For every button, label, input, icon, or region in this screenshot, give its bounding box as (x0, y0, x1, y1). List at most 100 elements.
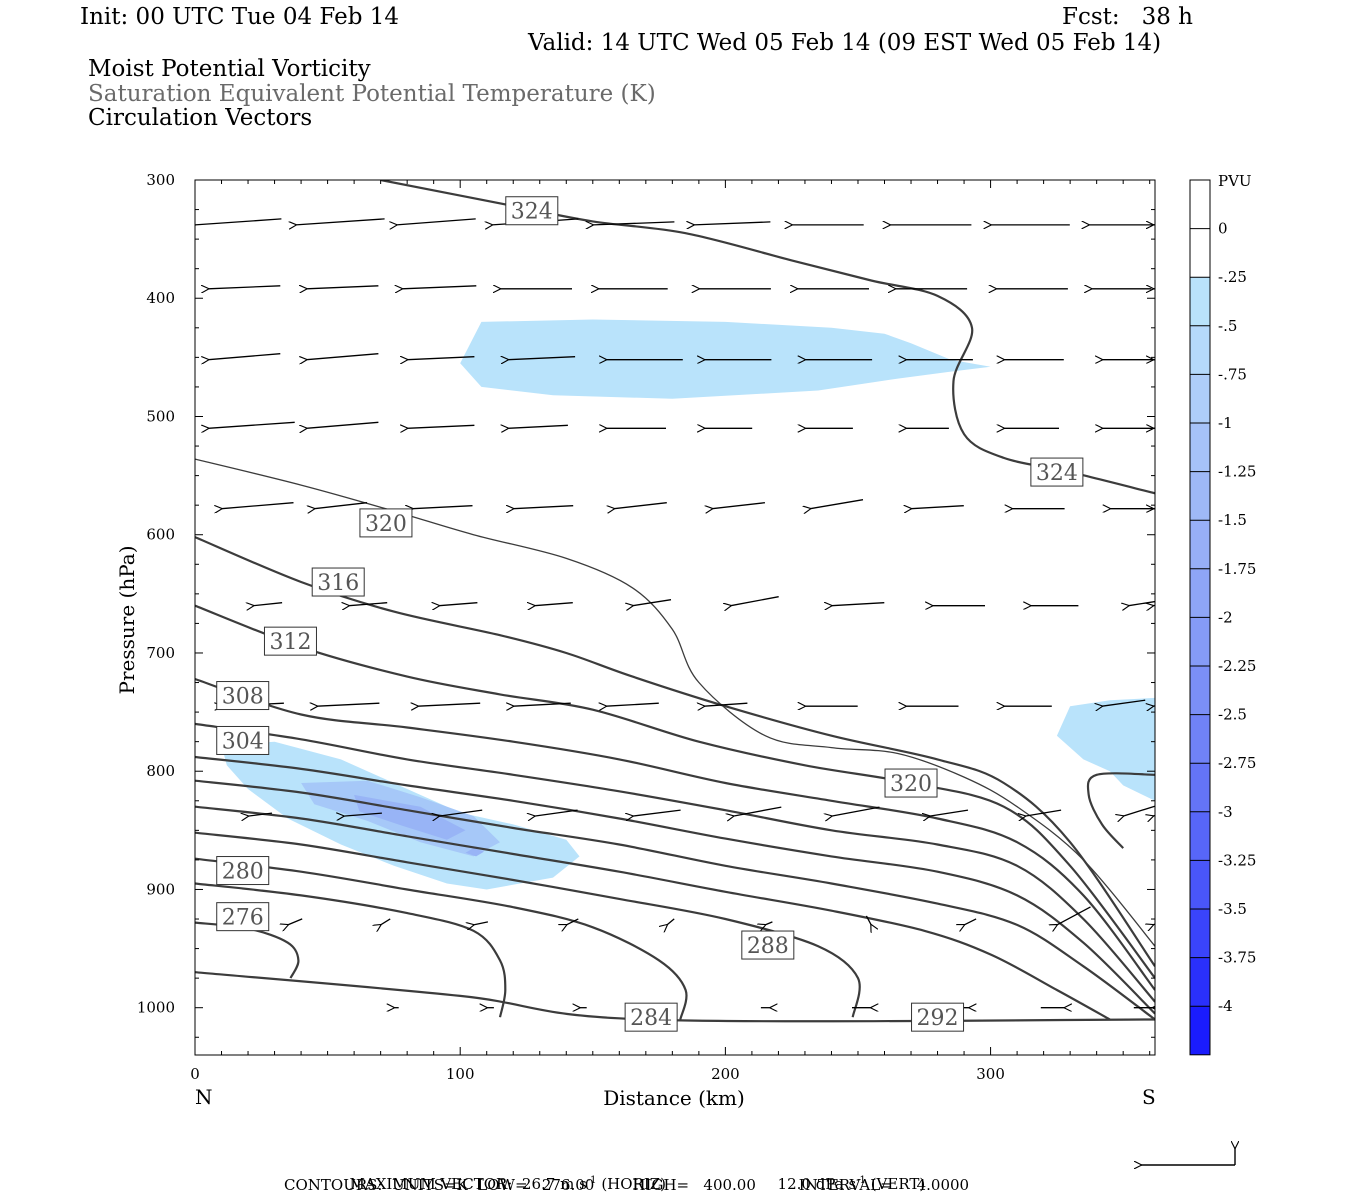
contour-label-312: 312 (263, 626, 317, 656)
contour-label-text: 324 (1036, 461, 1078, 486)
circulation-vector (288, 918, 303, 925)
max-vector-vert-exponent: -1 (856, 1175, 866, 1186)
circulation-vector (402, 286, 477, 289)
circulation-vector (306, 421, 379, 428)
contour-label-320: 320 (359, 508, 413, 538)
circulation-vector (381, 918, 391, 925)
contour-label-324: 324 (505, 196, 559, 226)
theta-contour-304 (195, 722, 1155, 1003)
endpoint-north-label: N (195, 1085, 213, 1109)
circulation-vector (407, 425, 475, 428)
contour-label-316: 316 (311, 567, 365, 597)
circulation-vector (865, 915, 871, 925)
contour-label-text: 276 (222, 906, 264, 931)
theta-contour-316 (195, 536, 1155, 967)
circulation-vector (964, 918, 977, 925)
theta-contour-324 (1086, 772, 1155, 849)
theta-contour-308 (195, 677, 1155, 991)
contour-label-text: 308 (222, 685, 264, 710)
colorbar-tick-label: -2.75 (1218, 754, 1256, 772)
contour-label-280: 280 (216, 856, 270, 886)
colorbar-tick-label: -3.25 (1218, 851, 1256, 869)
pv-colorbar: PVU 0 -.25 -.5 -.75 -1 -1.25 -1.5 -1.75 -2 -2.25 -2… (1189, 172, 1256, 1056)
colorbar-swatch (1190, 811, 1210, 861)
contour-label-layer: 324 324 320 320 316 312 308 304 292 288 284 280 276 (216, 196, 1084, 1032)
circulation-vector (208, 353, 281, 360)
x-tick-label: 100 (446, 1065, 475, 1083)
colorbar-swatch (1190, 325, 1210, 375)
colorbar-tick-label: -4 (1218, 997, 1233, 1015)
colorbar-swatch (1190, 471, 1210, 521)
circulation-vector (593, 222, 675, 225)
circulation-vector (508, 425, 568, 428)
colorbar-swatch (1190, 957, 1210, 1007)
circulation-vector (208, 286, 281, 289)
colorbar-tick-label: -1.25 (1218, 463, 1256, 481)
circulation-vector (633, 809, 681, 816)
colorbar-tick-label: -.5 (1218, 317, 1237, 335)
contour-label-text: 324 (511, 200, 553, 225)
colorbar-tick-label: -1.75 (1218, 560, 1256, 578)
y-axis-label: Pressure (hPa) (115, 546, 139, 695)
circulation-vector (296, 218, 385, 225)
contour-info-note: CONTOURS: UNITS=K LOW= 276.00 HIGH= 400.… (284, 1176, 970, 1194)
colorbar-tick-label: -2.5 (1218, 706, 1247, 724)
contour-label-text: 304 (222, 729, 264, 754)
circulation-vector (407, 357, 475, 360)
circulation-vector (1057, 906, 1091, 925)
colorbar-tick-label: -1.5 (1218, 511, 1247, 529)
forecast-hour-label: Fcst: 38 h (1062, 4, 1193, 30)
circulation-vector (1025, 809, 1062, 816)
contour-label-320: 320 (884, 768, 938, 798)
max-vector-vert-tag: (VERT) (870, 1175, 926, 1193)
circulation-vector (633, 599, 672, 606)
circulation-vector (513, 703, 571, 706)
circulation-vector (832, 806, 880, 816)
max-vector-note: MAXIMUM VECTOR: 26.7 m s-1 (HORIZ) (340, 1157, 667, 1193)
field-title-mpv: Moist Potential Vorticity (88, 56, 371, 82)
pv-shade-region-3 (465, 848, 485, 857)
contour-label-text: 280 (222, 860, 264, 885)
contour-label-text: 320 (890, 772, 932, 797)
colorbar-tick-label: -2 (1218, 608, 1233, 626)
x-tick-label: 300 (976, 1065, 1005, 1083)
theta-contour-300 (195, 755, 1155, 1015)
colorbar-tick-label: -3.75 (1218, 949, 1256, 967)
circulation-vector (534, 809, 578, 816)
circulation-vector (317, 703, 380, 706)
field-title-vectors: Circulation Vectors (88, 105, 313, 131)
contour-label-text: 320 (365, 512, 407, 537)
colorbar-tick-label: -1 (1218, 414, 1233, 432)
colorbar-tick-label: -2.25 (1218, 657, 1256, 675)
circulation-vector (248, 812, 273, 816)
max-vector-vert-value: 12.0 dPa s (777, 1175, 857, 1193)
circulation-vector (439, 809, 483, 816)
theta-contour-312 (195, 604, 1155, 979)
theta-contour-288 (195, 831, 861, 1018)
colorbar-swatch (1190, 277, 1210, 326)
reference-vector (1141, 1148, 1235, 1165)
circulation-vector (667, 918, 675, 925)
theta-contour-284 (195, 857, 688, 1020)
x-tick-label: 200 (711, 1065, 740, 1083)
contour-label-324: 324 (1030, 457, 1084, 487)
circulation-vector (606, 703, 659, 706)
circulation-vector (704, 703, 748, 706)
colorbar-swatch (1190, 1006, 1210, 1055)
x-axis-label: Distance (km) (603, 1086, 745, 1110)
y-tick-label: 400 (146, 289, 175, 307)
colorbar-swatch (1190, 423, 1210, 472)
circulation-vector (508, 357, 576, 360)
circulation-vector (222, 502, 294, 509)
colorbar-tick-label: -3.5 (1218, 900, 1247, 918)
circulation-vector (344, 813, 382, 816)
colorbar-swatch (1190, 714, 1210, 764)
y-tick-label: 1000 (137, 999, 175, 1017)
theta-contour-320 (195, 458, 1155, 947)
max-vector-horiz-exponent: -1 (586, 1175, 597, 1186)
contour-label-304: 304 (216, 725, 270, 755)
colorbar-swatch (1190, 909, 1210, 958)
circulation-vector (1153, 600, 1155, 606)
circulation-vector (1123, 805, 1155, 816)
colorbar-tick-label: -.75 (1218, 365, 1247, 383)
